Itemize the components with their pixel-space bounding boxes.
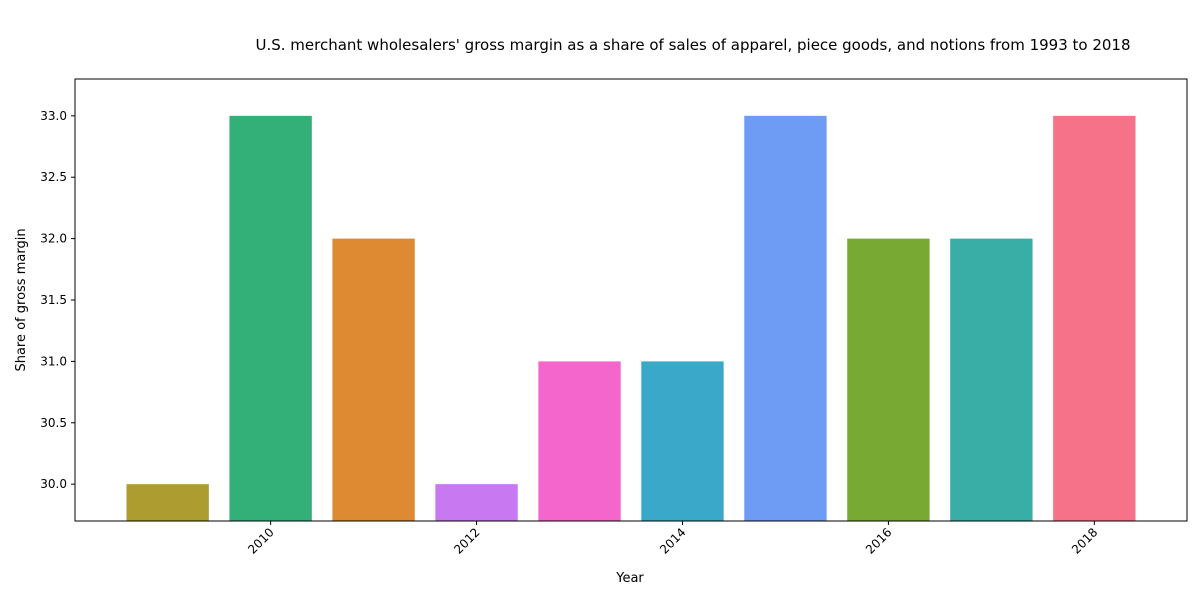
- x-tick-label: 2010: [245, 525, 276, 556]
- y-tick-label: 31.0: [40, 354, 67, 368]
- y-tick-label: 31.5: [40, 293, 67, 307]
- x-axis: 2010 2012 2014 2016 2018: [245, 521, 1100, 557]
- bar-2010: [229, 115, 312, 521]
- bar-2015: [744, 115, 827, 521]
- bars-group: [126, 115, 1136, 521]
- y-tick-label: 32.0: [40, 232, 67, 246]
- bar-2009: [126, 484, 209, 521]
- y-tick-label: 30.0: [40, 477, 67, 491]
- bar-2013: [538, 361, 621, 521]
- bar-2018: [1053, 115, 1136, 521]
- bar-2011: [332, 238, 415, 521]
- y-tick-label: 32.5: [40, 170, 67, 184]
- x-tick-label: 2014: [657, 525, 688, 556]
- y-tick-label: 33.0: [40, 109, 67, 123]
- y-axis: 30.0 30.5 31.0 31.5 32.0 32.5 33.0: [40, 109, 75, 491]
- bar-2014: [641, 361, 724, 521]
- bar-2012: [435, 484, 518, 521]
- y-axis-label: Share of gross margin: [14, 228, 29, 371]
- x-tick-label: 2018: [1069, 525, 1100, 556]
- x-tick-label: 2016: [863, 525, 894, 556]
- bar-2017: [950, 238, 1033, 521]
- x-axis-label: Year: [615, 571, 644, 586]
- bar-2016: [847, 238, 930, 521]
- y-tick-label: 30.5: [40, 416, 67, 430]
- x-tick-label: 2012: [451, 525, 482, 556]
- chart-title: U.S. merchant wholesalers' gross margin …: [255, 36, 1130, 54]
